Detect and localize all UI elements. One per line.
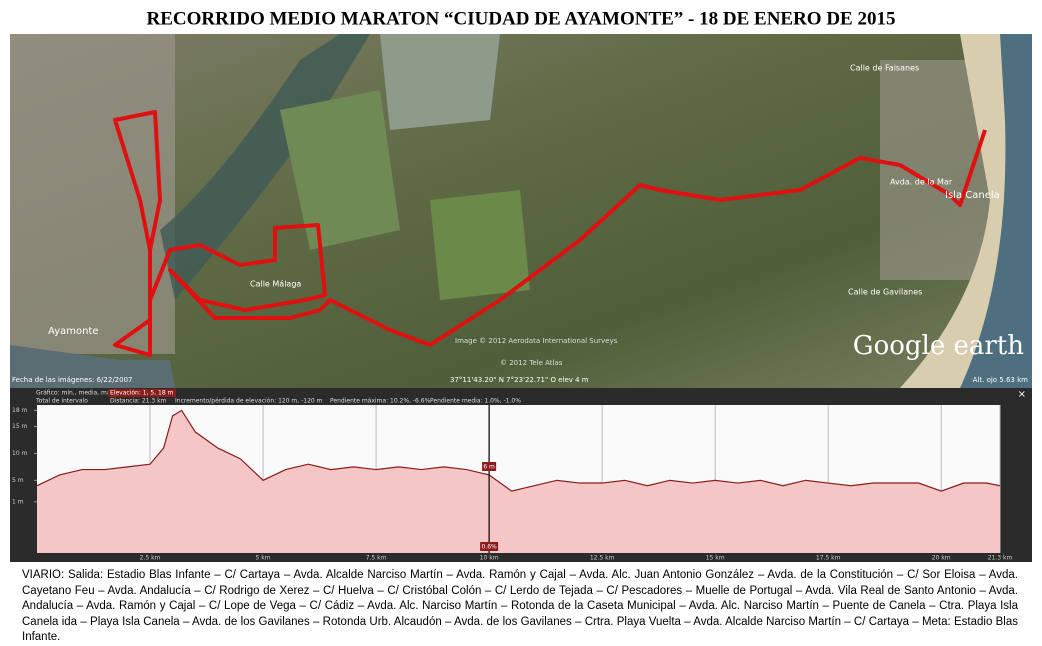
cursor-slope: 0.6% — [481, 544, 497, 551]
x-tick-label: 12.5 km — [590, 555, 615, 562]
header-text: Elevación: 1, 5, 18 m — [110, 390, 174, 397]
description: VIARIO: Salida: Estadio Blas Infante – C… — [22, 569, 1018, 643]
cursor-box — [482, 462, 497, 471]
cursor-elevation: 6 m — [483, 464, 495, 471]
map-label: Calle de Gavilanes — [848, 288, 922, 297]
channel — [160, 34, 370, 300]
map: Ayamonte Isla Canela Calle de Faisanes A… — [10, 34, 1032, 388]
header-text: Pendiente media: 1.0%, -1.0% — [430, 398, 521, 405]
copyright: Image © 2012 Aerodata International Surv… — [455, 337, 618, 345]
y-tick-label: 1 m — [12, 498, 24, 505]
brand: Google earth — [853, 331, 1024, 361]
x-tick-label: 7.5 km — [366, 555, 387, 562]
y-tick-label: 15 m — [12, 423, 28, 430]
x-tick-label: 20 km — [932, 555, 951, 562]
header-text: Pendiente máxima: 10.2%, -6.6% — [330, 398, 431, 405]
eye-altitude: Alt. ojo 5.63 km — [973, 376, 1029, 384]
saltpans — [280, 90, 400, 250]
coordinates: 37°11'43.20" N 7°23'22.71" O elev 4 m — [450, 376, 589, 384]
cursor-box — [480, 542, 499, 551]
title: RECORRIDO MEDIO MARATON “CIUDAD DE AYAMO… — [147, 8, 896, 29]
header-highlight — [108, 389, 176, 397]
sea — [960, 34, 1032, 388]
y-tick-label: 10 m — [12, 450, 28, 457]
elevation-line — [36, 409, 1001, 492]
y-tick-label: 5 m — [12, 477, 24, 484]
map-label: Calle de Faisanes — [850, 64, 919, 73]
map-label: Isla Canela — [945, 190, 1000, 201]
x-tick-label: 15 km — [706, 555, 725, 562]
header-text: Distancia: 21.3 km — [110, 398, 167, 405]
map-label: Calle Málaga — [250, 280, 301, 289]
copyright: © 2012 Tele Atlas — [500, 359, 563, 367]
x-tick-label: 2.5 km — [140, 555, 161, 562]
image-date: Fecha de las imágenes: 6/22/2007 — [12, 376, 133, 384]
figure: RECORRIDO MEDIO MARATON “CIUDAD DE AYAMO… — [10, 8, 1032, 562]
x-tick-label: 17.5 km — [816, 555, 841, 562]
golf — [430, 190, 530, 300]
header-text: Incremento/pérdida de elevación: 120 m, … — [175, 398, 323, 405]
map-label: Avda. de la Mar — [890, 178, 953, 187]
route — [113, 110, 987, 357]
town — [10, 34, 175, 354]
x-tick-label: 21.3 km — [988, 555, 1013, 562]
y-tick-label: 18 m — [12, 407, 28, 414]
header-text: Gráfico: mín., media, máx — [36, 390, 115, 397]
area-fill — [37, 410, 1000, 553]
close-button[interactable]: × — [1018, 389, 1026, 400]
river — [10, 345, 175, 388]
x-tick-label: 10 km — [480, 555, 499, 562]
saltpans — [380, 34, 500, 130]
header-text: Total de intervalo — [35, 398, 88, 405]
x-tick-label: 5 km — [256, 555, 271, 562]
map-label: Ayamonte — [48, 326, 98, 337]
